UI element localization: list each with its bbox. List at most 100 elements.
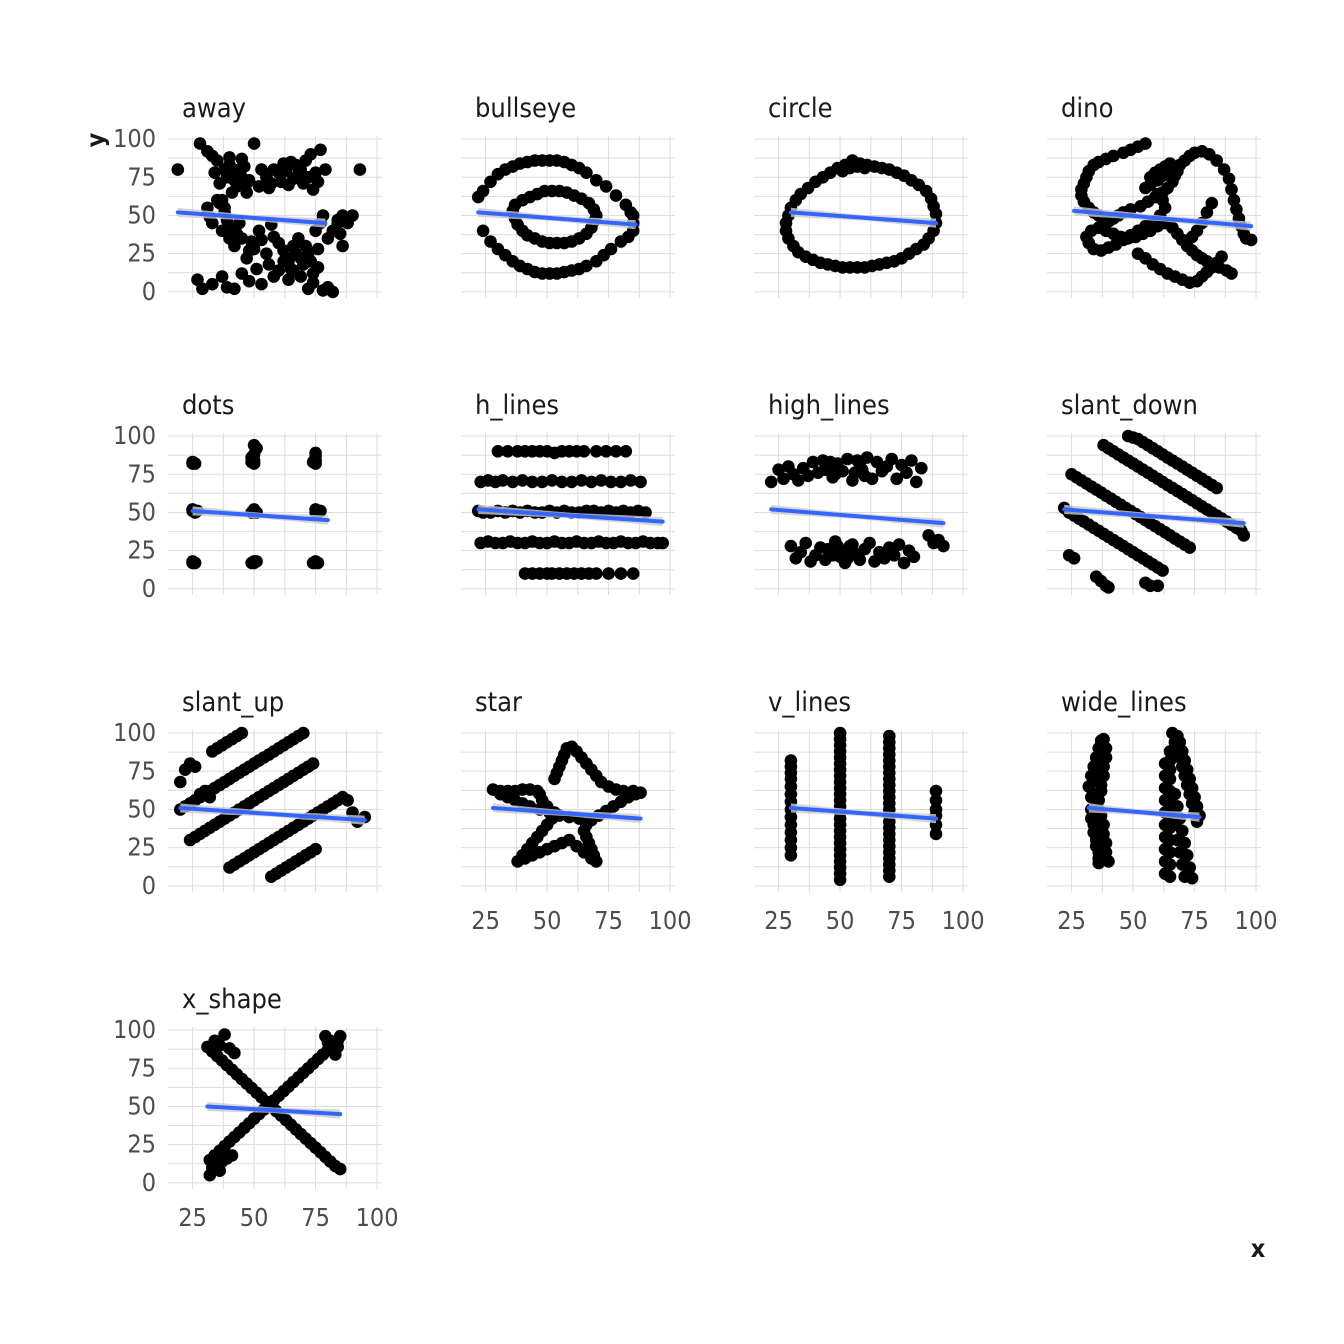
data-point (590, 567, 603, 580)
data-point (1225, 183, 1238, 196)
data-point (196, 282, 209, 296)
y-tick-label: 75 (127, 756, 156, 785)
data-point (794, 545, 807, 559)
data-point (228, 282, 241, 296)
data-point (333, 227, 347, 241)
data-point (602, 567, 615, 580)
data-point (476, 184, 490, 198)
data-point (841, 452, 854, 466)
panel-title: x_shape (182, 984, 282, 1015)
facet-panel-star: star 25 50 75 100 (461, 687, 692, 935)
panel-title: bullseye (475, 93, 576, 124)
data-point (580, 166, 593, 179)
data-point (1168, 818, 1182, 832)
facet-panel-v-lines: v_lines 25 50 75 100 (754, 687, 985, 935)
data-point (892, 538, 906, 551)
data-point (580, 259, 593, 273)
data-point (907, 550, 921, 564)
x-tick-label: 100 (356, 1203, 399, 1232)
data-point (238, 160, 251, 173)
data-point (346, 209, 359, 222)
x-tick-label: 100 (649, 906, 692, 935)
x-axis-ticks: 25 50 75 100 (764, 906, 984, 935)
data-point (915, 461, 928, 475)
data-point (929, 794, 943, 807)
data-point (311, 556, 325, 570)
data-point (801, 469, 815, 483)
data-point (1097, 760, 1110, 773)
x-axis-ticks: 25 50 75 100 (471, 906, 691, 935)
data-point (1173, 846, 1187, 859)
data-point (619, 445, 633, 458)
data-point (1067, 552, 1081, 565)
data-point (506, 475, 519, 489)
data-point (887, 549, 901, 562)
data-point (341, 794, 354, 807)
facet-panel-away: away 0 25 50 75 100 (113, 93, 382, 306)
data-point (1163, 763, 1177, 776)
data-point (604, 475, 618, 489)
data-point (516, 474, 529, 487)
data-point (929, 827, 943, 841)
panel-title: dots (182, 390, 234, 421)
regression-line (1062, 507, 1246, 526)
x-tick-label: 75 (1180, 906, 1209, 935)
data-point (333, 1162, 347, 1176)
data-point (1210, 154, 1223, 167)
y-tick-label: 75 (127, 459, 156, 488)
panel-title: dino (1061, 93, 1113, 124)
panel-points (486, 740, 647, 868)
data-point (614, 475, 628, 489)
data-point (937, 539, 950, 553)
panel-title: slant_down (1061, 390, 1198, 421)
data-point (599, 180, 613, 193)
data-point (206, 216, 219, 230)
data-point (1151, 579, 1164, 593)
data-point (309, 457, 322, 470)
y-tick-label: 100 (113, 718, 156, 747)
y-tick-label: 25 (127, 833, 156, 862)
data-point (853, 457, 867, 470)
x-tick-label: 100 (1235, 906, 1278, 935)
data-point (841, 552, 854, 565)
facet-panel-bullseye: bullseye (461, 93, 675, 298)
data-point (784, 539, 798, 553)
data-point (228, 1046, 241, 1060)
data-point (614, 567, 628, 580)
data-point (890, 472, 903, 486)
data-point (311, 261, 325, 274)
data-point (333, 1029, 347, 1043)
data-point (1094, 734, 1108, 747)
data-point (833, 873, 847, 887)
data-point (1183, 541, 1196, 554)
y-tick-label: 100 (113, 1015, 156, 1044)
data-point (496, 474, 510, 487)
x-axis-ticks: 25 50 75 100 (1057, 906, 1277, 935)
y-axis-ticks: 0 25 50 75 100 (113, 421, 156, 603)
data-point (858, 161, 871, 175)
panel-title: h_lines (475, 390, 559, 421)
facet-panel-slant-up: slant_up 0 25 50 75 100 (113, 687, 382, 900)
data-point (1171, 729, 1184, 743)
regression-line (1086, 805, 1202, 820)
panel-points (471, 445, 669, 580)
data-point (594, 474, 608, 487)
regression-line (490, 805, 643, 821)
data-point (828, 468, 842, 481)
data-point (306, 757, 320, 770)
data-point (247, 137, 261, 150)
x-tick-label: 25 (1057, 906, 1086, 935)
data-point (242, 174, 256, 187)
data-point (777, 472, 790, 486)
data-point (535, 475, 549, 489)
data-point (634, 475, 647, 489)
data-point (240, 186, 253, 199)
y-axis-title: y (81, 132, 110, 147)
regression-line (476, 210, 638, 227)
y-tick-label: 0 (142, 574, 156, 603)
y-tick-label: 0 (142, 871, 156, 900)
data-point (853, 553, 867, 567)
y-axis-ticks: 0 25 50 75 100 (113, 1015, 156, 1197)
data-point (260, 247, 273, 260)
data-point (905, 454, 918, 467)
